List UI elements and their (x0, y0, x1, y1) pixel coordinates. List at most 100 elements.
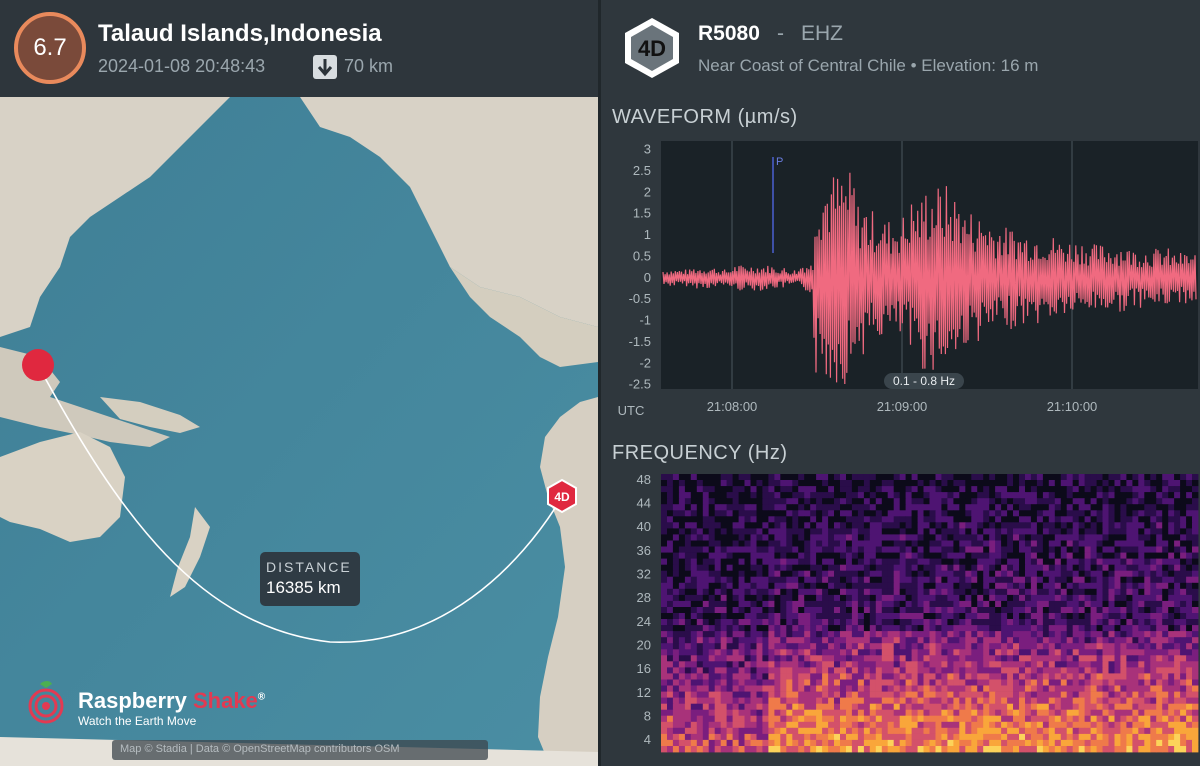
spectrogram-cell (971, 739, 978, 747)
spectrogram-cell (911, 703, 918, 711)
spectrogram-cell (1036, 480, 1044, 487)
spectrogram-cell (869, 739, 877, 747)
spectrogram-cell (1144, 721, 1151, 729)
spectrogram-cell (917, 697, 924, 704)
spectrogram-cell (756, 697, 763, 704)
spectrogram-cell (816, 703, 823, 711)
spectrogram-cell (840, 510, 847, 517)
spectrogram-cell (1054, 564, 1062, 572)
spectrogram-cell (1036, 649, 1044, 656)
spectrogram-cell (684, 649, 692, 656)
spectrogram-cell (1174, 625, 1181, 632)
spectrogram-cell (822, 564, 829, 572)
spectrogram-cell (750, 649, 757, 656)
spectrogram-cell (911, 504, 918, 511)
spectrogram-cell (780, 727, 787, 735)
spectrogram-cell (1138, 600, 1145, 608)
spectrogram-cell (965, 655, 972, 662)
spectrogram-cell (1078, 486, 1086, 493)
spectrogram-cell (989, 685, 996, 692)
spectrogram-cell (1180, 486, 1187, 493)
spectrogram-cell (726, 703, 733, 711)
waveform-chart[interactable]: 32.521.510.50-0.5-1-1.5-2-2.5 P 0.1 - 0.… (601, 133, 1200, 423)
spectrogram-cell (941, 697, 948, 704)
spectrogram-cell (1132, 667, 1139, 674)
spectrogram-cell (672, 558, 680, 565)
spectrogram-cell (1025, 655, 1032, 662)
spectrogram-cell (1030, 552, 1038, 559)
spectrogram-cell (822, 582, 829, 590)
spectrogram-cell (905, 631, 912, 638)
spectrogram-cell (1168, 667, 1175, 674)
spectrogram-cell (1126, 570, 1133, 578)
spectrogram-cell (720, 607, 728, 614)
spectrogram-cell (1150, 619, 1157, 626)
spectrogram-cell (989, 649, 996, 656)
spectrogram-cell (971, 727, 978, 735)
spectrogram-cell (667, 510, 674, 517)
spectrogram-cell (780, 631, 787, 638)
map-attribution[interactable]: Map © Stadia | Data © OpenStreetMap cont… (112, 740, 488, 760)
spectrogram-cell (750, 498, 757, 505)
spectrogram-cell (834, 691, 841, 698)
spectrogram-cell (792, 631, 799, 638)
spectrogram-cell (798, 588, 805, 596)
spectrogram-cell (1180, 667, 1187, 674)
spectrogram-cell (1030, 733, 1038, 741)
spectrogram-cell (1186, 739, 1193, 747)
spectrogram-cell (947, 564, 954, 572)
spectrogram-cell (702, 733, 710, 741)
spectrogram-cell (756, 625, 763, 632)
spectrogram-cell (857, 558, 865, 565)
spectrogram-cell (917, 727, 924, 735)
spectrogram-cell (1108, 607, 1115, 614)
spectrogram-cell (732, 540, 739, 547)
spectrogram-cell (1054, 570, 1062, 578)
spectrogram-cell (1084, 588, 1091, 596)
spectrogram-cell (1019, 504, 1026, 511)
spectrogram-cell (810, 492, 817, 499)
spectrogram-cell (702, 619, 710, 626)
spectrogram-cell (983, 558, 990, 565)
spectrogram-cell (840, 534, 847, 541)
spectrogram-cell (828, 564, 835, 572)
spectrogram-cell (863, 600, 871, 608)
spectrogram-cell (1138, 685, 1145, 692)
spectrogram-cell (905, 709, 912, 717)
spectrogram-cell (1174, 516, 1181, 523)
spectrogram-cell (1007, 746, 1014, 753)
spectrogram-cell (953, 498, 960, 505)
spectrogram-cell (1030, 570, 1038, 578)
spectrogram-cell (881, 625, 889, 632)
spectrogram-cell (690, 492, 698, 499)
spectrogram-cell (857, 631, 865, 638)
spectrogram-cell (1019, 697, 1026, 704)
spectrogram-cell (732, 474, 739, 481)
world-map[interactable]: 4D DISTANCE 16385 km (0, 97, 598, 766)
spectrogram-cell (768, 613, 775, 620)
spectrogram-cell (1192, 739, 1199, 747)
spectrogram-cell (953, 673, 960, 680)
spectrogram-cell (810, 643, 817, 650)
spectrogram-cell (1108, 504, 1115, 511)
spectrogram-cell (690, 715, 698, 723)
spectrogram-cell (816, 540, 823, 547)
spectrogram-cell (840, 746, 847, 753)
spectrogram-cell (1048, 649, 1056, 656)
spectrogram-cell (1186, 582, 1193, 590)
spectrogram-cell (1180, 576, 1187, 584)
spectrogram-cell (678, 558, 686, 565)
spectrogram-cell (1132, 564, 1139, 572)
spectrogram-cell (911, 619, 918, 626)
spectrogram-cell (851, 570, 859, 578)
spectrogram-cell (1030, 685, 1038, 692)
spectrogram-cell (1084, 582, 1091, 590)
spectrogram-cell (1042, 721, 1050, 729)
spectrogram-cell (702, 516, 710, 523)
spectrogram-cell (756, 558, 763, 565)
spectrogram-cell (1007, 655, 1014, 662)
spectrogram-cell (1192, 570, 1199, 578)
spectrogram-cell (1162, 727, 1169, 735)
spectrogram-cell (834, 631, 841, 638)
